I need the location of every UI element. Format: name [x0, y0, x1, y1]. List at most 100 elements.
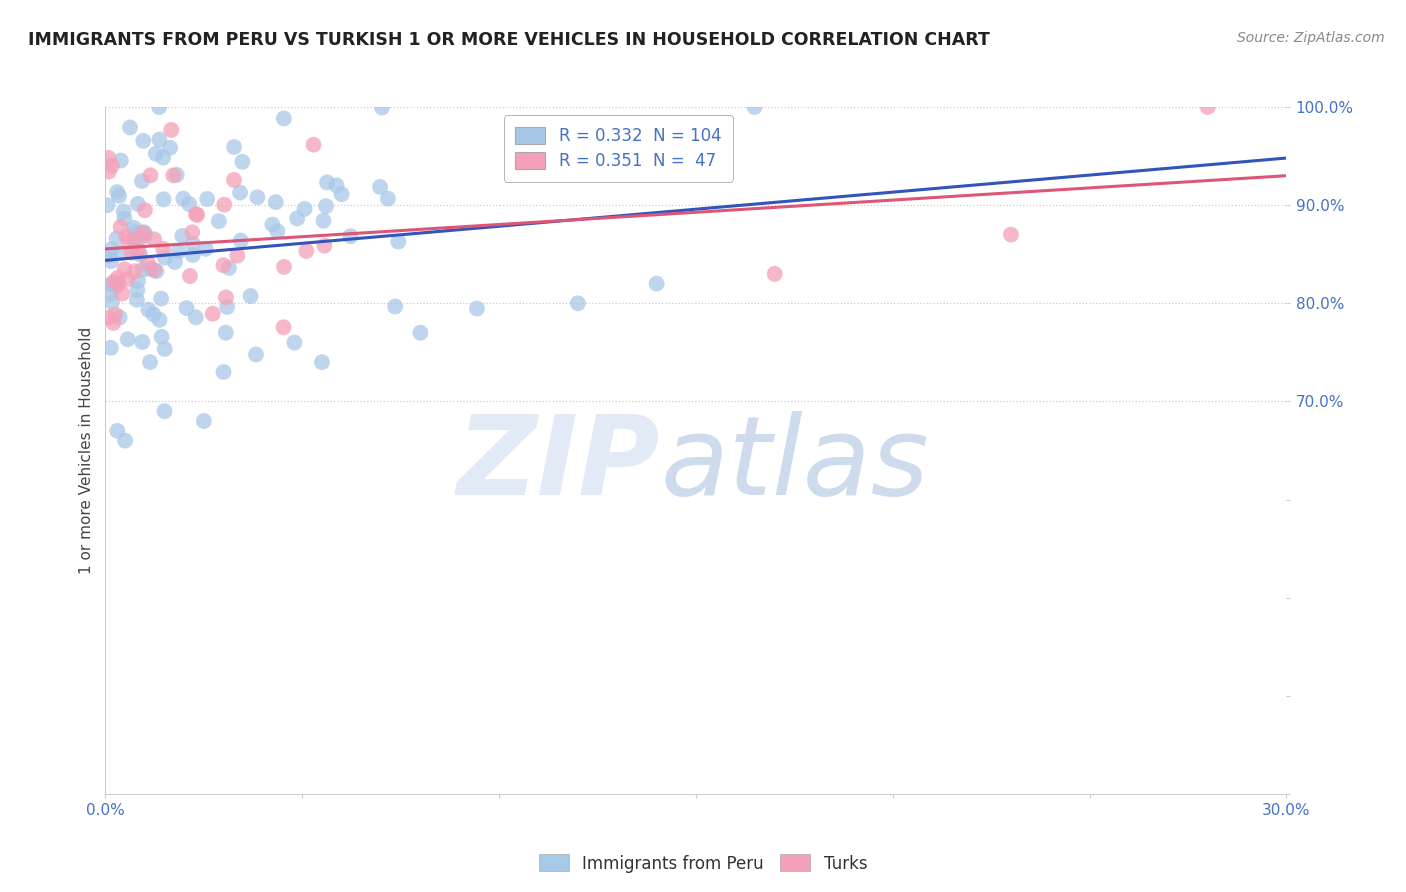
Point — [128, 226, 150, 240]
Point — [124, 225, 146, 239]
Point — [159, 141, 181, 155]
Point — [145, 264, 167, 278]
Legend: R = 0.332  N = 104, R = 0.351  N =  47: R = 0.332 N = 104, R = 0.351 N = 47 — [503, 115, 733, 182]
Point — [314, 238, 336, 252]
Point — [172, 192, 194, 206]
Point — [229, 186, 252, 200]
Point — [125, 293, 148, 307]
Point — [124, 221, 146, 235]
Point — [160, 123, 183, 137]
Point — [645, 277, 668, 291]
Point — [124, 235, 146, 249]
Point — [316, 175, 339, 189]
Point — [107, 271, 129, 285]
Point — [465, 301, 488, 316]
Point — [100, 287, 122, 301]
Point — [311, 355, 333, 369]
Point — [152, 242, 174, 256]
Point — [104, 308, 127, 322]
Point — [97, 310, 120, 325]
Point — [139, 261, 162, 276]
Point — [215, 326, 238, 340]
Point — [181, 236, 204, 251]
Point — [129, 231, 152, 245]
Point — [302, 137, 325, 152]
Point — [131, 174, 153, 188]
Point — [100, 242, 122, 256]
Point — [325, 178, 347, 193]
Point — [127, 197, 149, 211]
Point — [266, 224, 288, 238]
Point — [139, 169, 162, 183]
Point — [127, 283, 149, 297]
Point — [181, 225, 204, 239]
Point — [1197, 100, 1219, 114]
Point — [217, 300, 239, 314]
Point — [107, 277, 129, 292]
Point — [273, 320, 295, 334]
Point — [162, 169, 184, 183]
Point — [195, 192, 218, 206]
Point — [285, 211, 308, 226]
Point — [167, 244, 190, 259]
Point — [222, 173, 245, 187]
Point — [218, 260, 240, 275]
Point — [226, 249, 249, 263]
Point — [567, 296, 589, 310]
Point — [371, 101, 394, 115]
Point — [142, 307, 165, 321]
Point — [101, 295, 124, 310]
Point — [150, 330, 173, 344]
Text: IMMIGRANTS FROM PERU VS TURKISH 1 OR MORE VEHICLES IN HOUSEHOLD CORRELATION CHAR: IMMIGRANTS FROM PERU VS TURKISH 1 OR MOR… — [28, 31, 990, 49]
Point — [153, 404, 176, 418]
Point — [134, 228, 156, 243]
Text: ZIP: ZIP — [457, 410, 661, 517]
Point — [127, 274, 149, 288]
Point — [163, 255, 186, 269]
Point — [132, 134, 155, 148]
Point — [101, 277, 124, 291]
Point — [1000, 227, 1022, 242]
Point — [136, 256, 159, 270]
Point — [117, 272, 139, 286]
Point — [108, 189, 131, 203]
Point — [124, 230, 146, 244]
Point — [184, 207, 207, 221]
Point — [194, 242, 217, 256]
Point — [114, 211, 136, 226]
Point — [179, 268, 201, 283]
Point — [100, 341, 122, 355]
Point — [368, 180, 391, 194]
Point — [231, 154, 253, 169]
Point — [108, 310, 131, 325]
Point — [172, 228, 194, 243]
Point — [222, 140, 245, 154]
Point — [152, 151, 174, 165]
Point — [215, 290, 238, 304]
Text: atlas: atlas — [661, 410, 929, 517]
Point — [114, 434, 136, 448]
Point — [96, 198, 118, 212]
Point — [273, 260, 295, 274]
Point — [148, 132, 170, 146]
Point — [387, 235, 409, 249]
Point — [125, 244, 148, 259]
Point — [283, 335, 305, 350]
Point — [186, 208, 208, 222]
Point — [176, 301, 198, 315]
Point — [409, 326, 432, 340]
Point — [212, 197, 235, 211]
Point — [744, 100, 766, 114]
Point — [295, 244, 318, 258]
Point — [131, 263, 153, 277]
Point — [229, 234, 252, 248]
Point — [315, 199, 337, 213]
Point — [97, 151, 120, 165]
Point — [246, 190, 269, 204]
Point — [184, 310, 207, 325]
Point — [114, 262, 136, 277]
Point — [100, 277, 122, 292]
Point — [134, 225, 156, 239]
Point — [201, 307, 224, 321]
Point — [193, 414, 215, 428]
